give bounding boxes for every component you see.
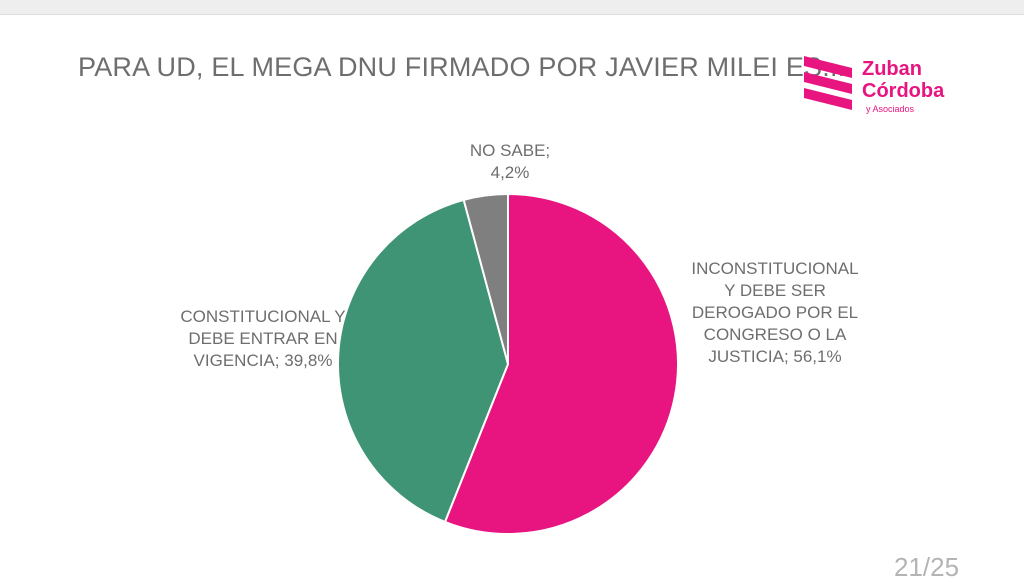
top-band — [0, 0, 1024, 15]
label-inconstitucional-line: DEROGADO POR EL — [691, 303, 859, 322]
label-inconstitucional-line: Y DEBE SER — [724, 281, 826, 300]
label-constitucional-line: DEBE ENTRAR EN — [188, 329, 338, 348]
label-no-sabe-line: NO SABE; — [469, 141, 551, 160]
label-constitucional-line: CONSTITUCIONAL Y — [180, 307, 346, 326]
zuban-cordoba-logo: Zuban Córdoba y Asociados — [800, 52, 960, 118]
label-no-sabe: NO SABE; 4,2% — [440, 140, 580, 184]
pie-slice-no-sabe — [462, 192, 509, 365]
chart-title: PARA UD, EL MEGA DNU FIRMADO POR JAVIER … — [78, 52, 846, 82]
label-inconstitucional-line: CONGRESO O LA — [703, 325, 847, 344]
logo-stripes-icon — [804, 56, 852, 110]
pie-slice-inconstitucional — [443, 192, 679, 535]
logo-name-line1: Zuban — [862, 58, 922, 80]
label-constitucional: CONSTITUCIONAL Y DEBE ENTRAR EN VIGENCIA… — [128, 306, 398, 372]
logo-name: Zuban Córdoba — [862, 58, 944, 102]
label-constitucional-line: VIGENCIA; 39,8% — [193, 351, 333, 370]
logo-name-line2: Córdoba — [862, 80, 945, 102]
logo-subtitle: y Asociados — [866, 104, 915, 114]
label-inconstitucional: INCONSTITUCIONAL Y DEBE SER DEROGADO POR… — [660, 258, 890, 368]
label-inconstitucional-line: JUSTICIA; 56,1% — [708, 347, 842, 366]
pie-slice-constitucional — [336, 198, 510, 524]
label-inconstitucional-line: INCONSTITUCIONAL — [691, 259, 859, 278]
page-number: 21/25 — [894, 552, 960, 582]
label-no-sabe-line: 4,2% — [490, 163, 530, 182]
